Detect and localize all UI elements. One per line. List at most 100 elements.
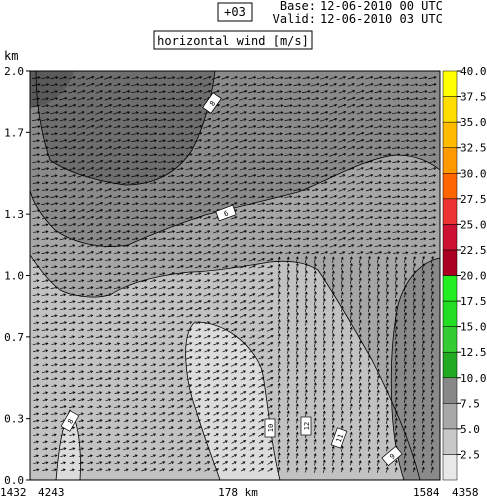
wind-vector xyxy=(240,391,246,395)
wind-vector xyxy=(149,168,157,170)
wind-vector-head xyxy=(271,174,274,178)
wind-vector-head xyxy=(136,97,140,100)
wind-vector xyxy=(419,203,427,205)
wind-vector xyxy=(150,391,156,395)
wind-vector-head xyxy=(37,160,41,164)
wind-vector xyxy=(278,348,280,354)
wind-vector xyxy=(284,119,292,121)
wind-vector xyxy=(409,98,419,100)
wind-vector-head xyxy=(91,258,95,261)
wind-vector-head xyxy=(421,424,425,428)
wind-vector xyxy=(195,447,201,451)
wind-vector-head xyxy=(297,202,301,206)
wind-vector xyxy=(105,300,111,304)
wind-vector-head xyxy=(280,111,284,115)
wind-vector-head xyxy=(351,76,355,79)
wind-vector-head xyxy=(358,453,362,456)
wind-vector xyxy=(113,356,121,360)
wind-vector xyxy=(86,76,94,80)
wind-vector-head xyxy=(207,223,211,226)
wind-vector-head xyxy=(252,398,256,401)
wind-vector-head xyxy=(235,145,239,149)
wind-vector-head xyxy=(144,321,148,325)
wind-vector xyxy=(114,377,120,381)
wind-vector-head xyxy=(72,258,76,262)
wind-vector xyxy=(141,328,147,332)
wind-vector xyxy=(158,252,166,254)
wind-vector-head xyxy=(116,426,120,430)
wind-vector xyxy=(258,189,264,191)
chart-title-box xyxy=(153,30,313,50)
wind-vector xyxy=(50,244,58,248)
wind-vector xyxy=(168,440,174,444)
wind-vector-head xyxy=(415,188,419,192)
wind-vector xyxy=(194,349,202,353)
wind-vector-head xyxy=(280,97,284,101)
wind-vector xyxy=(339,209,345,213)
wind-vector xyxy=(141,412,147,416)
wind-vector-head xyxy=(316,90,320,93)
wind-vector-head xyxy=(197,412,201,416)
wind-vector-head xyxy=(270,391,273,394)
wind-vector xyxy=(421,313,425,319)
wind-vector xyxy=(104,328,112,332)
wind-vector xyxy=(104,188,112,192)
wind-vector-head xyxy=(37,153,40,157)
wind-vector xyxy=(221,363,229,367)
wind-vector-head xyxy=(271,237,274,241)
wind-vector xyxy=(195,286,201,290)
wind-vector-head xyxy=(394,382,398,386)
wind-vector-head xyxy=(72,447,76,451)
wind-vector-head xyxy=(63,328,67,332)
wind-vector xyxy=(231,377,237,381)
wind-vector xyxy=(248,265,256,269)
wind-vector xyxy=(368,439,370,445)
wind-vector-head xyxy=(396,209,400,213)
wind-vector-head xyxy=(277,291,281,295)
wind-vector xyxy=(275,175,283,177)
wind-vector xyxy=(140,391,148,395)
wind-vector-head xyxy=(403,305,407,309)
wind-vector xyxy=(185,223,193,227)
wind-vector-head xyxy=(280,160,284,164)
wind-vector-head xyxy=(198,237,202,241)
wind-vector-head xyxy=(288,125,292,129)
wind-vector xyxy=(240,244,246,248)
wind-vector-head xyxy=(135,237,139,241)
wind-vector-head xyxy=(225,286,229,289)
wind-vector xyxy=(266,203,274,205)
wind-vector-head xyxy=(235,181,239,184)
wind-vector xyxy=(293,196,301,198)
wind-vector-head xyxy=(304,291,308,295)
wind-vector xyxy=(194,223,202,227)
wind-vector-head xyxy=(370,160,373,163)
wind-vector-head xyxy=(145,251,149,255)
wind-vector-head xyxy=(322,389,326,393)
wind-vector-head xyxy=(118,145,122,149)
wind-vector xyxy=(403,263,407,271)
wind-vector-head xyxy=(331,390,335,393)
wind-vector xyxy=(329,209,337,213)
wind-vector-head xyxy=(403,396,407,400)
wind-vector-head xyxy=(349,403,353,407)
wind-vector xyxy=(221,118,229,122)
wind-vector xyxy=(195,279,201,283)
wind-vector xyxy=(41,238,49,240)
wind-vector-head xyxy=(127,146,131,149)
wind-vector xyxy=(212,111,220,115)
wind-vector-head xyxy=(225,272,229,275)
wind-vector-head xyxy=(234,342,237,345)
wind-vector xyxy=(213,419,219,423)
wind-vector xyxy=(278,383,280,389)
wind-vector xyxy=(329,146,337,150)
wind-vector xyxy=(194,209,202,213)
wind-vector-head xyxy=(378,146,382,150)
wind-vector-head xyxy=(413,270,416,273)
wind-vector xyxy=(186,279,192,283)
wind-vector xyxy=(213,356,219,360)
wind-vector xyxy=(41,147,49,149)
wind-vector-head xyxy=(432,195,436,199)
wind-vector xyxy=(267,447,273,451)
wind-vector-head xyxy=(286,284,290,288)
wind-vector xyxy=(348,251,354,255)
